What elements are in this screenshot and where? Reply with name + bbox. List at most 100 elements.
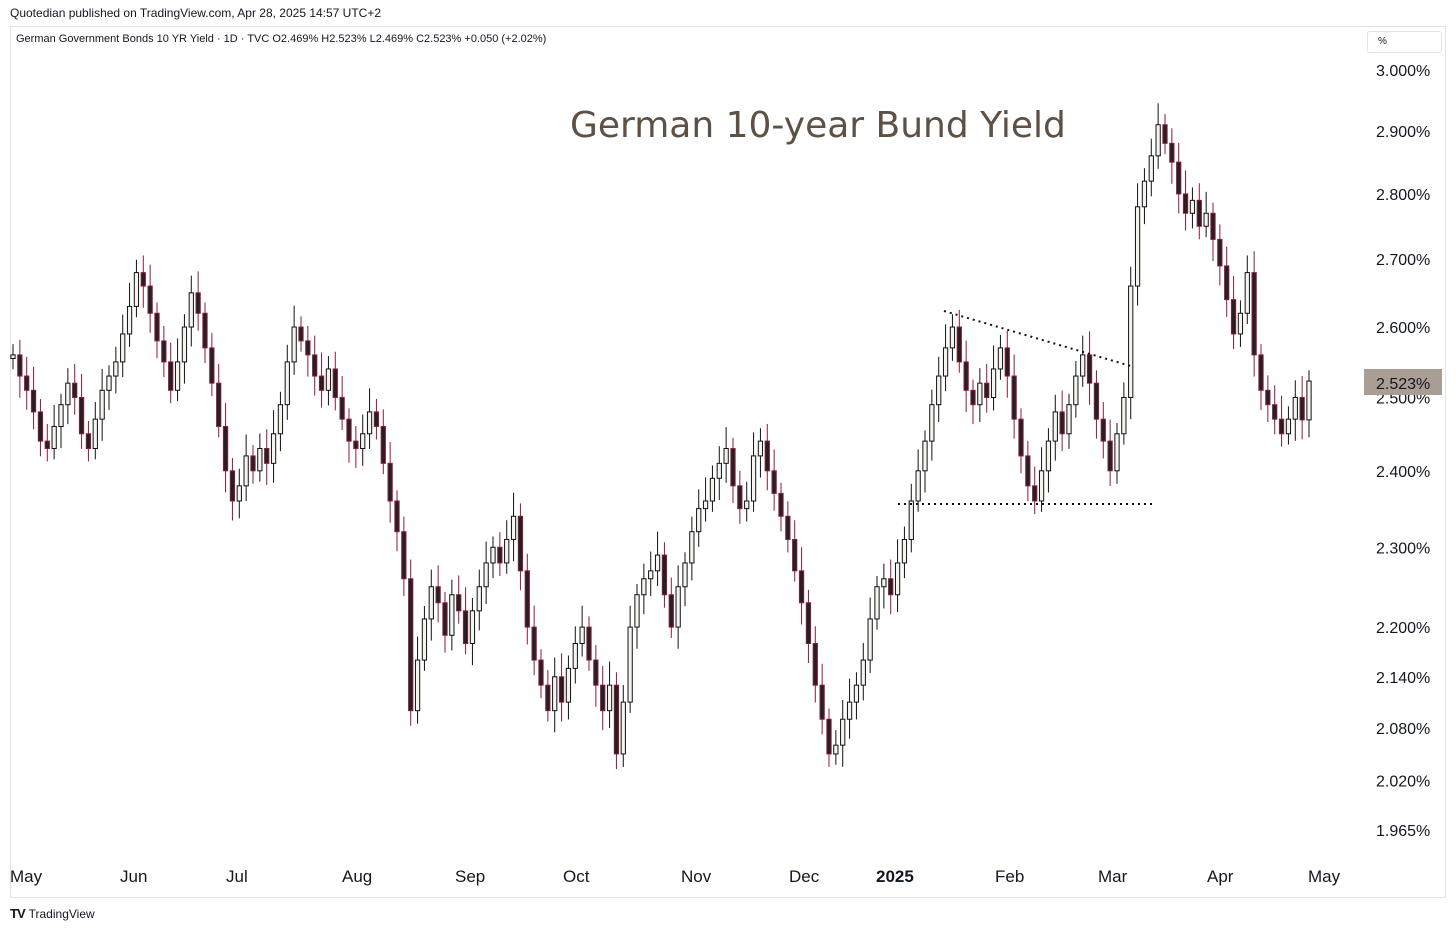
candle-body — [394, 500, 400, 533]
y-tick-label: 1.965% — [1376, 823, 1430, 840]
candle-body — [860, 659, 866, 686]
candle-body — [805, 602, 812, 644]
candle-body — [1299, 396, 1305, 421]
candle-body — [161, 340, 167, 363]
candle-body — [1251, 272, 1257, 356]
candle-body — [1155, 124, 1161, 157]
candle-body — [490, 546, 496, 564]
candle-body — [949, 326, 956, 349]
candle-body — [284, 361, 290, 406]
candle-body — [1258, 354, 1264, 391]
candle-body — [380, 425, 386, 464]
candle-body — [1292, 396, 1298, 420]
candle-body — [552, 676, 558, 712]
candle-body — [99, 389, 105, 420]
x-tick-label: Jul — [226, 867, 248, 886]
candle-body — [1086, 354, 1093, 384]
candle-body — [270, 433, 277, 464]
candle-body — [702, 500, 709, 510]
candle-body — [936, 375, 942, 406]
candle-body — [1217, 238, 1223, 267]
candle-body — [545, 684, 551, 712]
candle-body — [764, 440, 770, 472]
candle-body — [531, 626, 537, 661]
candle-body — [593, 659, 599, 686]
x-tick-label: Feb — [995, 867, 1024, 886]
candle-body — [243, 455, 249, 487]
x-axis: May Jun Jul Aug Sep Oct Nov Dec 2025 Feb Mar Apr May — [10, 867, 1341, 886]
x-tick-label: Oct — [563, 867, 590, 886]
candle-body — [202, 312, 208, 349]
footer-brand: TradingView — [28, 906, 95, 921]
candle-body — [353, 440, 359, 449]
candle-body — [366, 411, 373, 435]
candle-body — [72, 382, 78, 398]
x-tick-label: Dec — [789, 867, 820, 886]
candle-body — [1045, 440, 1052, 472]
candle-body — [565, 667, 572, 703]
candle-body — [600, 684, 606, 712]
candle-body — [572, 642, 578, 669]
candle-body — [277, 404, 284, 435]
candle-body — [133, 272, 140, 307]
candle-body — [654, 554, 661, 572]
candle-body — [1196, 199, 1202, 227]
y-tick-label: 2.200% — [1376, 620, 1430, 637]
candle-body — [853, 684, 860, 703]
candle-body — [867, 618, 873, 661]
candle-body — [346, 418, 352, 442]
candle-body — [469, 610, 476, 644]
candle-body — [106, 375, 112, 391]
y-axis: 3.000%2.900%2.800%2.700%2.600%2.500%2.40… — [1376, 63, 1430, 840]
descending-trendline — [943, 310, 1135, 368]
candle-body — [956, 326, 962, 363]
y-tick-label: 2.020% — [1376, 773, 1430, 790]
candle-body — [963, 361, 969, 391]
candle-body — [421, 618, 428, 661]
y-tick-label: 2.700% — [1376, 252, 1430, 269]
candle-body — [737, 485, 743, 510]
candle-body — [428, 586, 434, 620]
candle-body — [757, 440, 764, 457]
candle-body — [668, 594, 674, 628]
candle-body — [915, 470, 921, 502]
candle-body — [51, 425, 57, 449]
candle-body — [1004, 347, 1010, 377]
candle-body — [606, 684, 613, 712]
candle-body — [613, 684, 620, 755]
candle-body — [195, 292, 201, 314]
candle-body — [1018, 418, 1024, 457]
candle-body — [579, 626, 585, 644]
candle-body — [504, 538, 510, 564]
candles-layer — [10, 103, 1312, 770]
x-tick-label: Apr — [1207, 867, 1234, 886]
candle-body — [10, 354, 16, 359]
unit-selector[interactable]: % — [1367, 31, 1442, 53]
candle-body — [901, 538, 908, 564]
candle-body — [510, 515, 517, 540]
candle-body — [1182, 193, 1189, 214]
candle-body — [620, 701, 626, 755]
candle-body — [44, 440, 50, 449]
candle-body — [1148, 155, 1154, 182]
y-tick-label: 2.400% — [1376, 464, 1430, 481]
candle-body — [92, 418, 98, 449]
candle-body — [1189, 199, 1196, 214]
x-tick-label: May — [10, 867, 43, 886]
candle-body — [209, 347, 215, 384]
candle-body — [312, 354, 318, 377]
y-tick-label: 2.900% — [1376, 124, 1430, 141]
candle-body — [216, 382, 222, 427]
candle-body — [236, 485, 242, 502]
candle-body — [449, 594, 455, 636]
x-tick-label: Jun — [120, 867, 147, 886]
candle-body — [586, 626, 592, 661]
candle-body — [291, 326, 297, 363]
candle-body — [1128, 285, 1134, 398]
candle-body — [990, 368, 997, 398]
candle-body — [689, 531, 695, 564]
x-tick-label: May — [1308, 867, 1341, 886]
candle-body — [456, 594, 462, 612]
candle-body — [846, 701, 853, 720]
